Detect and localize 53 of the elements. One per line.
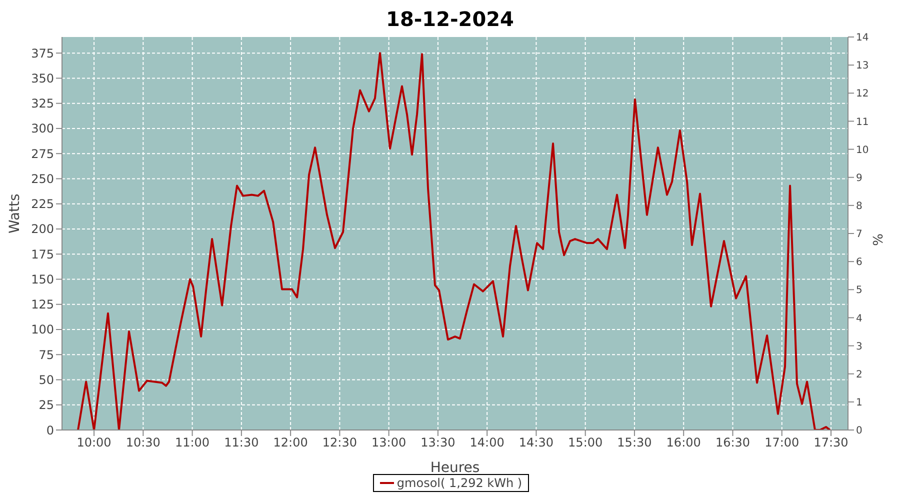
y-tick-label: 175 [31,247,54,262]
x-tick-label: 11:00 [175,436,210,450]
y2-tick-label: 10 [856,144,869,156]
x-tick-label: 17:00 [764,436,800,450]
legend-label: gmosol( 1,292 kWh ) [396,476,522,490]
y2-tick-label: 5 [856,285,862,296]
chart-title: 18-12-2024 [385,7,515,31]
y2-tick-label: 9 [856,172,862,184]
x-tick-label: 12:00 [273,436,308,450]
y-tick-label: 50 [38,373,54,388]
y2-axis-title: % [872,234,887,246]
x-tick-label: 14:00 [470,436,504,450]
y-tick-label: 25 [38,398,54,412]
line-series [77,52,832,430]
y2-tick-label: 0 [856,426,862,437]
y-tick-label: 125 [31,298,54,312]
y-tick-label: 150 [31,272,54,286]
y-tick-label: 250 [31,172,54,186]
y-tick-label: 375 [31,46,54,60]
y2-tick-label: 6 [856,257,862,268]
y-tick-label: 350 [31,71,54,86]
x-tick-label: 15:00 [568,436,603,450]
y2-tick-label: 8 [856,200,862,212]
y-tick-label: 75 [38,348,54,362]
x-axis-title: Heures [430,460,480,476]
x-tick-label: 12:30 [322,436,357,450]
x-tick-label: 11:30 [224,436,259,450]
x-tick-label: 13:00 [372,436,406,450]
y2-tick-label: 2 [856,369,862,380]
x-tick-label: 10:00 [76,436,112,450]
y2-tick-label: 12 [856,88,869,100]
y-tick-label: 325 [31,96,54,111]
y-tick-label: 200 [31,222,54,236]
x-tick-label: 14:30 [518,436,554,450]
y-axis-title: Watts [6,194,23,234]
y2-tick-label: 7 [856,229,862,240]
y2-tick-label: 11 [856,116,869,128]
y2-tick-label: 4 [856,313,862,324]
x-tick-label: 17:30 [814,436,848,450]
y-tick-label: 100 [31,322,54,337]
y-tick-label: 0 [46,423,54,438]
y2-tick-label: 13 [856,60,869,72]
y-tick-label: 275 [31,146,54,161]
y-tick-label: 300 [31,122,54,136]
y2-tick-label: 14 [856,32,869,44]
y-tick-label: 225 [31,197,54,212]
y2-tick-label: 1 [856,397,862,408]
x-tick-label: 15:30 [617,436,652,450]
y2-tick-label: 3 [856,341,862,352]
x-tick-label: 16:00 [666,436,701,450]
x-tick-label: 16:30 [715,436,750,450]
x-tick-label: 13:30 [420,436,456,450]
x-tick-label: 10:30 [126,436,160,450]
